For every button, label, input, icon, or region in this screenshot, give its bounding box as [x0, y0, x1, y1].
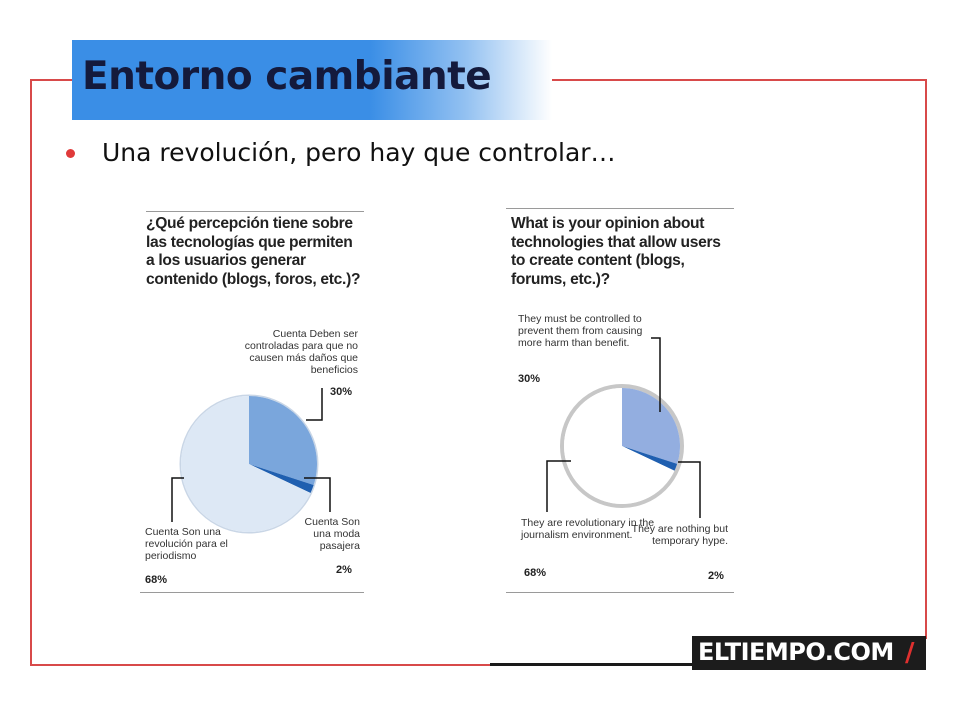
pie-1-outline — [560, 384, 684, 508]
pie-1-slice-2 — [564, 388, 675, 505]
pie-1-leader-1 — [678, 461, 701, 518]
chart-es-pct-1: 2% — [336, 564, 352, 576]
chart-es-title: ¿Qué percepción tiene sobre las tecnolog… — [146, 215, 361, 288]
chart-en-label-1: They are nothing but temporary hype. — [631, 523, 728, 547]
pie-0-leader-1 — [304, 477, 331, 512]
pie-0-slice-1 — [249, 464, 314, 493]
logo-slash-icon: / — [905, 638, 915, 668]
chart-es-pct-2: 68% — [145, 574, 168, 586]
panel-en-top-rule — [506, 208, 734, 209]
pie-1-slice-1 — [622, 446, 678, 471]
pie-0-leader-0 — [306, 388, 323, 421]
frame-bottom-accent — [490, 663, 695, 666]
bullet-text: Una revolución, pero hay que controlar… — [102, 138, 616, 167]
logo-text: ELTIEMPO.COM — [698, 638, 894, 666]
panel-es-bottom-rule — [140, 592, 364, 593]
title-band — [72, 40, 552, 120]
chart-es-label-1: Cuenta Son una moda pasajera — [304, 516, 360, 552]
pie-1-leader-0 — [651, 337, 661, 412]
chart-es-pct-0: 30% — [330, 386, 353, 398]
frame-left — [30, 79, 32, 666]
frame-top-right — [552, 79, 927, 81]
frame-right — [925, 79, 927, 639]
chart-en-title: What is your opinion about technologies … — [511, 215, 721, 288]
pie-0-leader-2 — [171, 477, 184, 522]
chart-en-pct-0: 30% — [518, 373, 541, 385]
frame-bottom — [30, 664, 490, 666]
chart-en-pct-1: 2% — [708, 570, 724, 582]
slide-title: Entorno cambiante — [82, 54, 492, 99]
bullet-icon — [66, 149, 75, 158]
frame-top-left — [30, 79, 76, 81]
chart-es-label-0: Cuenta Deben ser controladas para que no… — [244, 328, 358, 376]
pie-0-outline — [179, 394, 319, 534]
pie-1-slice-0 — [622, 388, 680, 464]
panel-en-bottom-rule — [506, 592, 734, 593]
chart-en-label-0: They must be controlled to prevent them … — [518, 313, 643, 349]
pie-0-slice-0 — [249, 396, 317, 486]
logo-box — [692, 636, 926, 670]
pie-1-leader-2 — [546, 460, 571, 512]
chart-en-pct-2: 68% — [524, 567, 547, 579]
chart-en-label-2: They are revolutionary in the journalism… — [521, 517, 655, 541]
panel-es-top-rule — [146, 211, 364, 212]
chart-es-label-2: Cuenta Son una revolución para el period… — [145, 526, 228, 562]
pie-0-slice-2 — [181, 396, 311, 532]
